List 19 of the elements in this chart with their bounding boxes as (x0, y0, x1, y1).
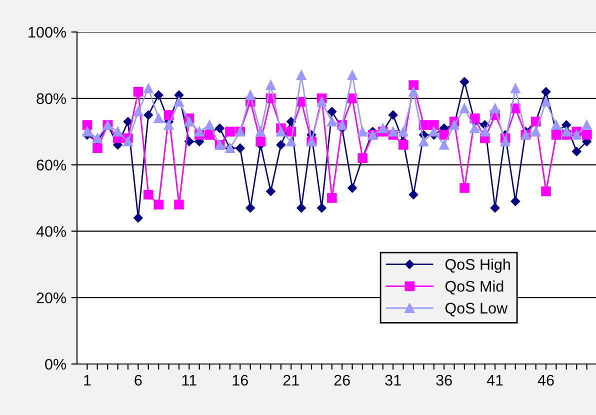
y-tick-label: 80% (36, 93, 66, 104)
x-tick-label: 36 (436, 374, 452, 386)
y-tick-label: 60% (36, 160, 66, 170)
legend-label: QoS High (445, 258, 510, 273)
y-tick-label: 100% (28, 26, 66, 38)
x-tick-label: 21 (283, 374, 299, 386)
x-tick-label: 1 (84, 374, 91, 386)
x-tick-label: 11 (182, 374, 196, 386)
y-tick-label: 20% (36, 292, 66, 304)
x-tick-label: 31 (385, 374, 401, 386)
legend-label: QoS Low (445, 302, 508, 316)
y-tick-label: 0% (45, 358, 66, 370)
x-tick-label: 41 (486, 374, 503, 386)
x-tick-label: 46 (538, 374, 554, 386)
x-tick-label: 6 (134, 374, 142, 386)
y-tick-label: 40% (36, 226, 66, 237)
legend-label: QoS Mid (445, 280, 504, 294)
x-tick-label: 16 (232, 374, 248, 386)
x-tick-label: 26 (334, 374, 350, 386)
